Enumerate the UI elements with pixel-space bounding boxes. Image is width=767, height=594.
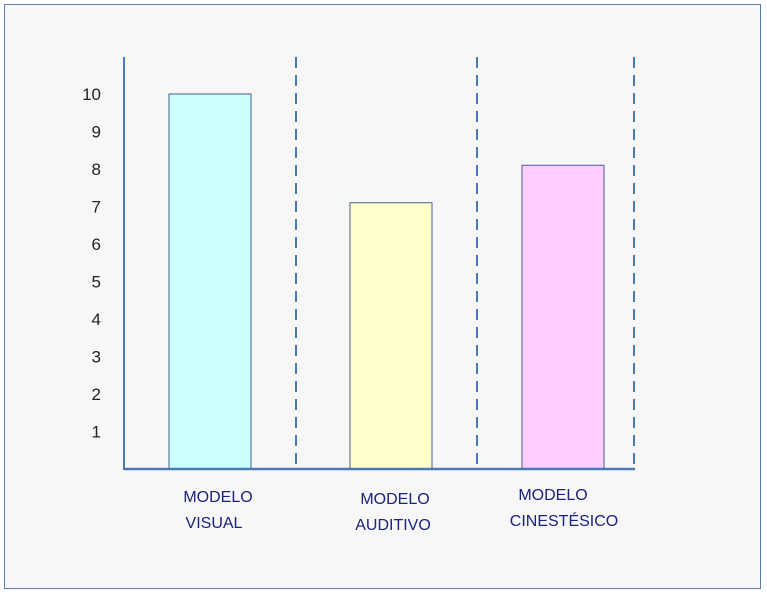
y-tick-label-3: 3 [92, 348, 101, 367]
bar-2 [349, 202, 433, 470]
y-tick-label-2: 2 [92, 385, 101, 404]
y-tick-label-10: 10 [82, 85, 101, 104]
y-tick-label-1: 1 [92, 423, 101, 442]
y-tick-label-9: 9 [92, 123, 101, 142]
bar-3 [521, 164, 605, 470]
category-label-1-line-1: MODELO [183, 489, 252, 506]
y-tick-label-8: 8 [92, 160, 101, 179]
category-label-2-line-2: AUDITIVO [355, 517, 431, 534]
category-label-1-line-2: VISUAL [186, 515, 243, 532]
bar-1 [168, 93, 252, 470]
y-tick-label-7: 7 [92, 198, 101, 217]
y-tick-label-4: 4 [92, 310, 101, 329]
y-tick-label-6: 6 [92, 235, 101, 254]
category-label-2-line-1: MODELO [360, 491, 429, 508]
category-label-3-line-2: CINESTÉSICO [510, 511, 618, 530]
y-tick-label-5: 5 [92, 273, 101, 292]
category-label-3-line-1: MODELO [518, 487, 587, 504]
